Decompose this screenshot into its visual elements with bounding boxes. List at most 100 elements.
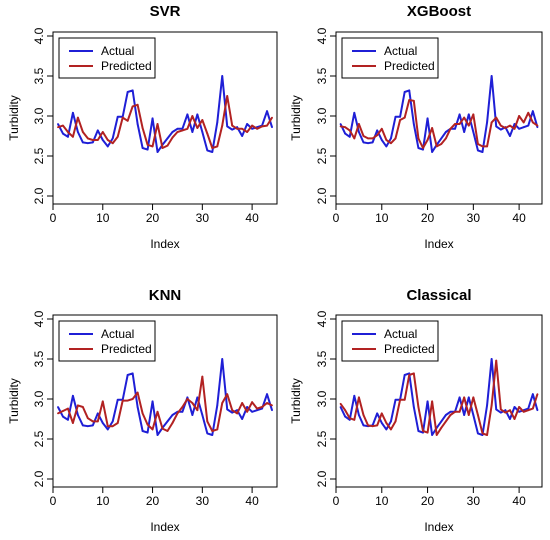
x-tick-label: 40 [512, 494, 526, 508]
data-point-predicted [161, 427, 164, 430]
data-point-actual [206, 149, 209, 152]
data-point-actual [522, 126, 525, 129]
data-point-actual [362, 141, 365, 144]
data-point-predicted [367, 137, 369, 140]
y-tick-label: 4.0 [32, 310, 46, 327]
data-point-predicted [472, 396, 475, 399]
y-tick-label: 4.0 [315, 310, 329, 327]
data-point-predicted [181, 129, 184, 132]
data-point-predicted [412, 99, 415, 102]
data-point-predicted [435, 434, 438, 436]
data-point-predicted [513, 418, 516, 420]
data-point-actual [211, 434, 214, 436]
data-point-actual [518, 410, 521, 413]
data-point-actual [226, 125, 229, 128]
data-point-actual [271, 126, 273, 129]
data-point-actual [380, 139, 383, 141]
data-point-predicted [171, 136, 174, 139]
data-point-predicted [166, 144, 169, 147]
data-point-predicted [495, 359, 498, 362]
y-tick-label: 2.5 [32, 430, 46, 447]
data-point-actual [76, 414, 79, 416]
data-point-actual [251, 410, 254, 413]
y-axis-label: Turbidity [7, 378, 21, 424]
data-point-predicted [226, 95, 229, 97]
y-tick-label: 2.0 [315, 187, 329, 204]
data-point-predicted [121, 116, 124, 119]
data-point-actual [353, 111, 356, 114]
data-point-predicted [357, 123, 360, 125]
data-point-predicted [136, 103, 139, 106]
data-point-predicted [509, 124, 511, 127]
data-point-actual [131, 372, 134, 375]
data-point-actual [101, 422, 104, 424]
data-point-predicted [211, 147, 214, 149]
x-tick-label: 0 [333, 211, 340, 225]
data-point-predicted [271, 404, 273, 407]
data-point-actual [344, 415, 347, 418]
data-point-predicted [380, 127, 383, 130]
data-point-predicted [191, 402, 194, 404]
legend-box [58, 320, 156, 362]
data-point-actual [86, 142, 89, 145]
data-point-predicted [357, 396, 360, 399]
data-point-predicted [339, 125, 342, 128]
data-point-actual [357, 131, 360, 133]
data-point-predicted [206, 132, 209, 135]
data-point-actual [116, 398, 119, 401]
data-point-predicted [380, 412, 383, 415]
y-tick-label: 2.0 [32, 187, 46, 204]
y-tick-label: 4.0 [315, 27, 329, 44]
data-point-predicted [412, 372, 415, 375]
data-point-predicted [216, 428, 219, 431]
data-point-actual [126, 374, 129, 376]
data-point-predicted [206, 420, 209, 423]
data-point-predicted [435, 145, 438, 148]
data-point-predicted [76, 404, 79, 407]
data-point-predicted [72, 135, 74, 138]
data-point-actual [431, 151, 434, 153]
data-point-predicted [181, 406, 184, 408]
data-point-actual [136, 123, 139, 125]
data-point-predicted [403, 398, 406, 401]
data-point-predicted [426, 139, 429, 141]
data-point-predicted [236, 412, 239, 415]
data-point-actual [504, 409, 507, 412]
data-point-actual [136, 406, 139, 408]
data-point-predicted [522, 121, 525, 124]
data-point-actual [246, 123, 249, 125]
series-actual-line [57, 75, 273, 153]
data-point-predicted [106, 139, 109, 141]
x-axis-label: Index [424, 520, 453, 534]
data-point-predicted [81, 406, 84, 408]
data-point-predicted [440, 143, 443, 145]
data-point-actual [444, 414, 447, 416]
series-actual-line [339, 75, 539, 153]
data-point-actual [440, 420, 443, 423]
y-tick-label: 4.0 [32, 27, 46, 44]
data-point-actual [531, 110, 534, 113]
x-axis-label: Index [424, 237, 453, 251]
data-point-predicted [131, 105, 134, 108]
data-point-actual [403, 91, 406, 93]
data-point-actual [367, 142, 369, 145]
data-point-actual [486, 404, 488, 407]
legend-box [58, 37, 156, 79]
data-point-predicted [417, 406, 420, 408]
data-point-predicted [116, 135, 119, 138]
data-point-predicted [490, 404, 493, 407]
x-tick-label: 20 [146, 494, 160, 508]
data-point-predicted [151, 428, 154, 431]
data-point-actual [499, 411, 502, 414]
data-point-actual [536, 126, 539, 129]
data-point-actual [166, 420, 169, 423]
data-point-actual [518, 127, 521, 130]
data-point-predicted [81, 131, 84, 133]
data-point-actual [266, 393, 268, 396]
data-point-predicted [531, 407, 534, 410]
x-tick-label: 10 [375, 211, 389, 225]
y-tick-label: 3.5 [315, 350, 329, 367]
y-tick-label: 3.5 [32, 350, 46, 367]
data-point-actual [221, 358, 224, 360]
